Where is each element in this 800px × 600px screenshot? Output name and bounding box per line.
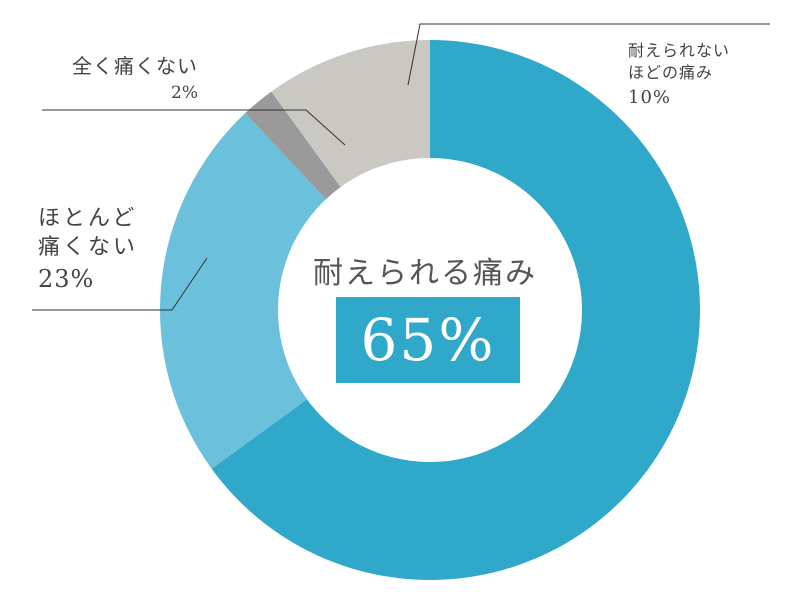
center-value-badge: 65% bbox=[336, 297, 520, 383]
label-mostly-no-pain-line1: ほとんど bbox=[38, 206, 138, 231]
center-title: 耐えられる痛み bbox=[313, 256, 537, 291]
slice-no-pain bbox=[245, 91, 341, 200]
label-full-no-pain-text: 全く痛くない bbox=[72, 54, 198, 78]
label-mostly-no-pain-line2: 痛くない bbox=[38, 234, 139, 260]
label-unbearable-pain: 耐えられない ほどの痛み 10% bbox=[628, 40, 778, 110]
leader-line-unbearable bbox=[407, 23, 770, 86]
label-mostly-no-pain: ほとんど 痛くない 23% bbox=[38, 205, 178, 294]
slice-mostly-no-pain bbox=[160, 113, 326, 469]
leader-line-full-no-pain bbox=[42, 109, 346, 146]
label-unbearable-line2: ほどの痛み bbox=[628, 62, 714, 82]
label-full-no-pain: 全く痛くない 2% bbox=[48, 54, 198, 104]
label-mostly-no-pain-value: 23% bbox=[38, 265, 95, 294]
leader-line-mostly-no-pain bbox=[32, 257, 208, 311]
slice-unbearable-pain bbox=[271, 40, 430, 188]
label-unbearable-line1: 耐えられない bbox=[628, 41, 731, 60]
label-unbearable-value: 10% bbox=[628, 87, 672, 109]
slice-bearable-pain bbox=[211, 40, 700, 581]
label-full-no-pain-value: 2% bbox=[171, 83, 198, 103]
donut-slices bbox=[160, 40, 700, 581]
leader-lines bbox=[32, 23, 770, 311]
